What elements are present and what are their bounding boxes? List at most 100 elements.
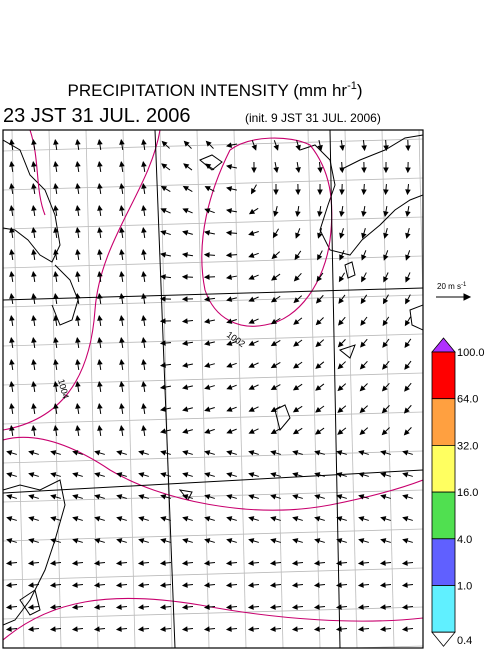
wind-arrow-head xyxy=(120,316,124,320)
wind-arrow-head xyxy=(142,404,146,408)
wind-arrow-head xyxy=(7,605,11,609)
wind-arrow-head xyxy=(51,561,55,565)
wind-arrow-head xyxy=(205,297,209,301)
contour-label: 1004 xyxy=(56,378,71,400)
graticule-line xyxy=(234,130,246,648)
wind-legend-label: 20 m s-1 xyxy=(437,282,467,291)
wind-arrow-head xyxy=(271,539,275,543)
graticule-line xyxy=(3,334,423,346)
wind-arrow-head xyxy=(381,451,385,455)
wind-arrow-head xyxy=(142,426,146,430)
colorbar-label: 32.0 xyxy=(457,440,478,452)
wind-arrow-head xyxy=(272,298,276,302)
wind-arrow-head xyxy=(362,212,366,216)
wind-arrow-head xyxy=(272,276,276,280)
wind-arrow-head xyxy=(249,539,253,543)
wind-arrow-head xyxy=(162,186,166,190)
wind-arrow-head xyxy=(183,275,187,279)
wind-arrow-head xyxy=(10,250,14,254)
wind-arrow-head xyxy=(271,517,275,521)
wind-arrow-head xyxy=(315,495,319,499)
wind-arrow-head xyxy=(7,451,11,455)
wind-arrow-head xyxy=(98,426,102,430)
colorbar-top-triangle xyxy=(432,338,455,352)
graticule-line xyxy=(3,256,423,268)
wind-arrow-head xyxy=(142,360,146,364)
wind-arrow-head xyxy=(32,228,36,232)
wind-arrow-head xyxy=(7,583,11,587)
wind-arrow-head xyxy=(227,253,231,257)
wind-arrow-head xyxy=(381,495,385,499)
wind-arrow-head xyxy=(10,140,14,144)
wind-arrow-head xyxy=(403,473,407,477)
graticule-line xyxy=(12,130,24,648)
wind-arrow-head xyxy=(161,275,165,279)
wind-arrow-head xyxy=(120,250,124,254)
wind-arrow-head xyxy=(161,561,165,565)
wind-arrow-head xyxy=(296,190,300,194)
wind-arrow-head xyxy=(403,539,407,543)
wind-arrow-head xyxy=(339,277,343,281)
wind-arrow-head xyxy=(340,190,344,194)
wind-arrow-head xyxy=(51,583,55,587)
wind-arrow-head xyxy=(227,209,231,213)
map-content: 1002 1004 xyxy=(3,130,431,650)
wind-arrow-head xyxy=(227,143,231,147)
wind-arrow-head xyxy=(205,429,209,433)
wind-arrow-head xyxy=(142,382,146,386)
wind-arrow-head xyxy=(406,168,410,172)
wind-arrow-head xyxy=(117,627,121,631)
wind-arrow-head xyxy=(73,583,77,587)
wind-arrow-head xyxy=(142,228,146,232)
wind-arrow-head xyxy=(250,210,254,214)
wind-arrow-head xyxy=(139,451,143,455)
wind-arrow-head xyxy=(296,145,300,149)
wind-arrow-head xyxy=(403,517,407,521)
wind-arrow-head xyxy=(272,430,276,434)
wind-arrow-head xyxy=(54,184,58,188)
wind-arrow-head xyxy=(117,451,121,455)
wind-arrow-head xyxy=(359,517,363,521)
wind-arrow-head xyxy=(98,250,102,254)
wind-arrow-head xyxy=(227,517,231,521)
wind-arrow-head xyxy=(76,162,80,166)
wind-arrow-head xyxy=(205,385,209,389)
wind-arrow-head xyxy=(205,583,209,587)
wind-arrow-head xyxy=(337,495,341,499)
wind-arrow-head xyxy=(76,250,80,254)
wind-legend-main: 20 m s xyxy=(437,282,461,291)
wind-arrow-head xyxy=(317,277,321,281)
wind-arrow-head xyxy=(95,473,99,477)
wind-arrow-head xyxy=(293,561,297,565)
wind-arrow-head xyxy=(32,272,36,276)
wind-arrow-head xyxy=(362,255,366,259)
wind-arrow-head xyxy=(318,190,322,194)
wind-arrow-head xyxy=(117,605,121,609)
wind-arrow-head xyxy=(274,190,278,194)
wind-arrow-head xyxy=(406,299,410,303)
wind-arrow-head xyxy=(161,231,165,235)
wind-arrow-head xyxy=(227,605,231,609)
colorbar-segment xyxy=(432,492,455,539)
wind-arrow-head xyxy=(293,517,297,521)
colorbar-label: 4.0 xyxy=(457,534,472,546)
wind-arrow-head xyxy=(227,430,231,434)
wind-arrow-head xyxy=(32,338,36,342)
wind-arrow-head xyxy=(294,430,298,434)
wind-arrow-head xyxy=(362,168,366,172)
graticule-line xyxy=(3,178,423,190)
wind-arrow-head xyxy=(403,495,407,499)
wind-arrow-head xyxy=(98,316,102,320)
wind-arrow-head xyxy=(315,583,319,587)
wind-arrow-head xyxy=(98,404,102,408)
wind-arrow-head xyxy=(142,206,146,210)
wind-arrow-head xyxy=(161,319,165,323)
wind-arrow-head xyxy=(384,299,388,303)
wind-arrow-head xyxy=(362,190,366,194)
wind-arrow-head xyxy=(98,162,102,166)
wind-legend-arrow xyxy=(436,294,470,300)
wind-arrow-head xyxy=(384,168,388,172)
wind-arrow-head xyxy=(318,233,322,237)
wind-arrow-head xyxy=(272,386,276,390)
wind-arrow-head xyxy=(293,605,297,609)
